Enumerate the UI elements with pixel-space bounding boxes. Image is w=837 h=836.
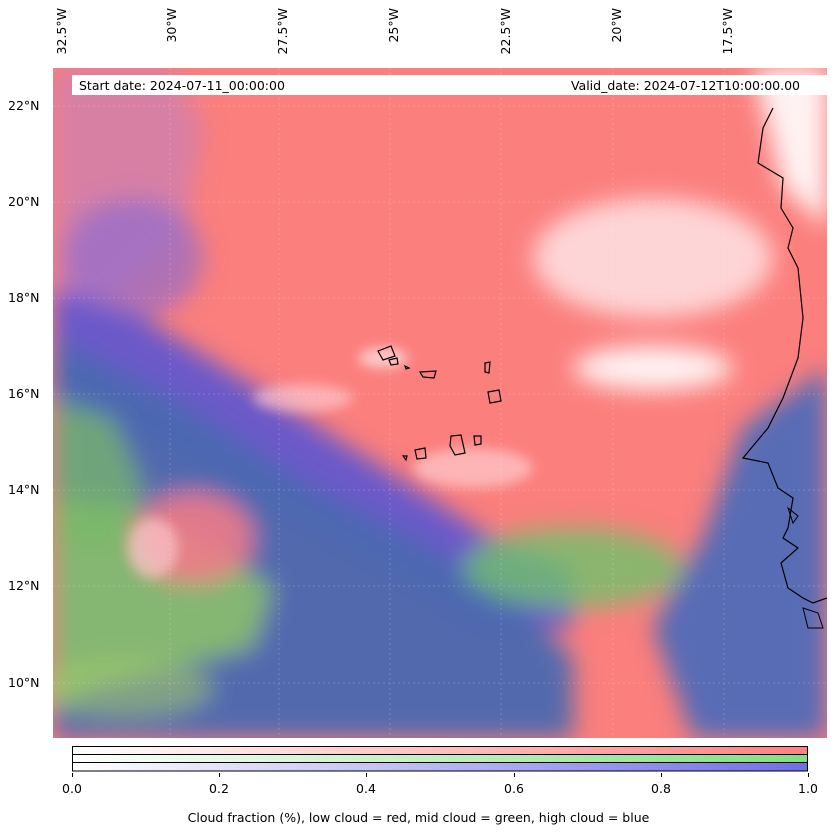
lat-label-12n: 12°N <box>8 578 40 593</box>
lon-label-22-5w: 22.5°W <box>498 8 513 55</box>
colorbar-mid-cloud <box>72 754 808 763</box>
cloud-fraction-map[interactable] <box>53 68 827 738</box>
cape-verde-islands <box>377 345 502 462</box>
colorbar-tick-0: 0.0 <box>62 781 82 796</box>
colorbar-tick-0-8: 0.8 <box>651 781 671 796</box>
lon-label-20w: 20°W <box>609 8 624 43</box>
colorbar-tick-0-2: 0.2 <box>209 781 229 796</box>
valid-date-label: Valid_date: 2024-07-12T10:00:00.00 <box>570 78 800 93</box>
lat-label-16n: 16°N <box>8 386 40 401</box>
lon-label-17-5w: 17.5°W <box>720 8 735 55</box>
lon-label-25w: 25°W <box>386 8 401 43</box>
africa-coastline <box>741 107 827 604</box>
colorbar-tickmark <box>366 773 367 777</box>
lat-label-22n: 22°N <box>8 98 40 113</box>
colorbar-high-cloud <box>72 762 808 772</box>
lat-label-14n: 14°N <box>8 482 40 497</box>
colorbar-tickmark <box>219 773 220 777</box>
lon-label-32-5w: 32.5°W <box>54 8 69 55</box>
map-canvas <box>53 68 827 738</box>
date-header-band <box>72 75 827 95</box>
colorbar-tickmark <box>514 773 515 777</box>
lon-label-30w: 30°W <box>164 8 179 43</box>
lat-label-18n: 18°N <box>8 290 40 305</box>
colorbar-tickmark <box>661 773 662 777</box>
lat-label-10n: 10°N <box>8 675 40 690</box>
colorbar-tickmark <box>72 773 73 777</box>
start-date-label: Start date: 2024-07-11_00:00:00 <box>79 78 285 93</box>
colorbar-label: Cloud fraction (%), low cloud = red, mid… <box>187 810 650 825</box>
colorbar-tick-0-6: 0.6 <box>504 781 524 796</box>
lon-label-27-5w: 27.5°W <box>275 8 290 55</box>
colorbar-tick-1: 1.0 <box>798 781 818 796</box>
colorbar-low-cloud <box>72 746 808 755</box>
colorbar-tickmark <box>808 773 809 777</box>
colorbar-tick-0-4: 0.4 <box>356 781 376 796</box>
lat-label-20n: 20°N <box>8 194 40 209</box>
map-gridlines <box>53 68 827 738</box>
colorbar <box>72 746 808 772</box>
